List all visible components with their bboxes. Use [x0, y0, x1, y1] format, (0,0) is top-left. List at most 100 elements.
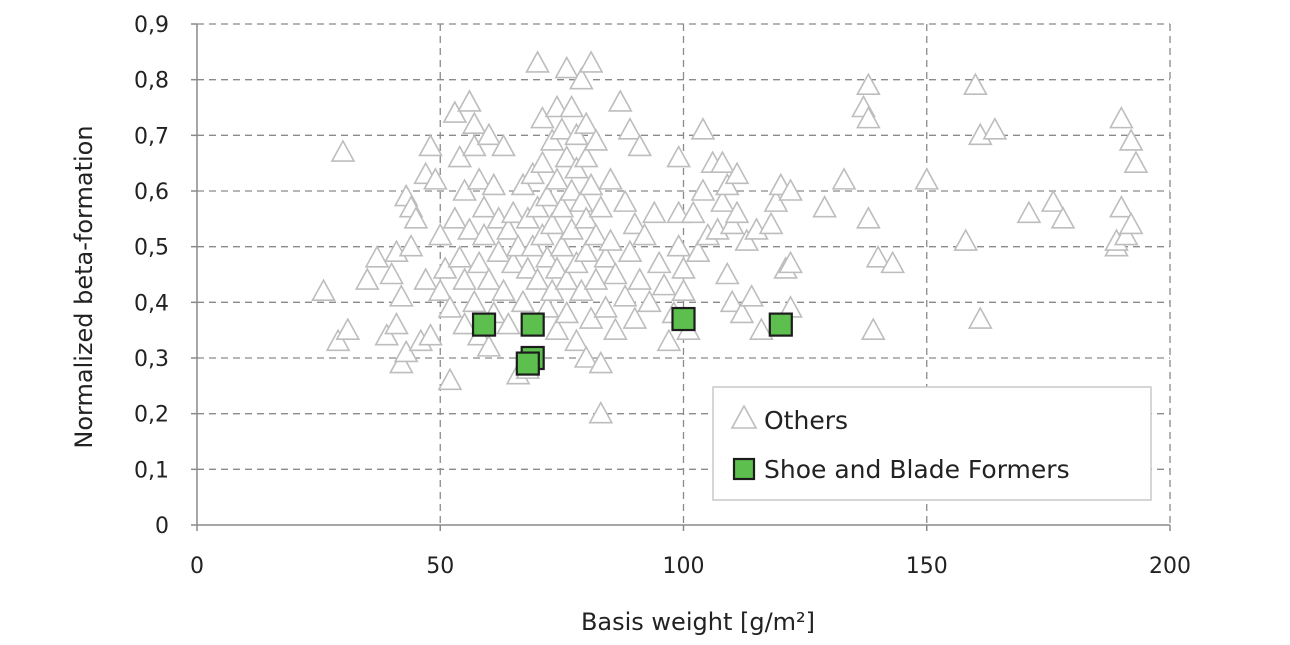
- data-point-others: [598, 167, 623, 190]
- x-tick-labels: 0 50 100 150 200: [190, 554, 1191, 579]
- series-others: [311, 50, 1149, 424]
- data-point-others: [856, 105, 881, 129]
- data-point-others: [671, 278, 696, 302]
- y-tick-label: 0: [155, 514, 169, 539]
- data-point-others: [549, 117, 575, 140]
- data-point-others: [914, 167, 940, 190]
- data-point-others: [690, 117, 716, 140]
- data-point-others: [622, 211, 648, 235]
- data-point-others: [457, 217, 482, 240]
- data-point-others: [559, 217, 584, 240]
- data-point-others: [539, 211, 565, 235]
- data-point-others: [442, 100, 468, 123]
- x-tick-label: 150: [906, 554, 948, 579]
- data-point-others: [593, 295, 619, 318]
- y-tick-label: 0,6: [134, 180, 169, 205]
- data-point-others: [564, 328, 589, 352]
- series-shoe-and-blade-formers: [471, 306, 793, 376]
- data-point-shoe-and-blade-formers: [768, 312, 793, 337]
- data-point-shoe-and-blade-formers: [520, 312, 545, 337]
- data-point-others: [544, 256, 570, 279]
- data-point-others: [403, 206, 429, 229]
- y-tick-labels: 0 0,1 0,2 0,3 0,4 0,5 0,6 0,7 0,8 0,9: [134, 13, 169, 539]
- data-point-others: [568, 278, 594, 302]
- data-point-others: [617, 239, 643, 263]
- data-point-others: [476, 334, 502, 357]
- data-point-others: [724, 161, 750, 185]
- data-point-others: [1040, 189, 1066, 212]
- data-point-others: [763, 189, 789, 212]
- data-point-others: [437, 295, 463, 318]
- data-point-others: [578, 50, 604, 73]
- data-point-others: [690, 178, 716, 201]
- data-point-others: [554, 144, 580, 168]
- data-point-others: [685, 239, 711, 263]
- data-point-others: [496, 217, 521, 240]
- data-point-others: [534, 245, 560, 268]
- data-point-others: [418, 133, 443, 157]
- data-point-others: [583, 128, 609, 151]
- data-point-others: [515, 256, 541, 279]
- data-point-others: [622, 306, 648, 329]
- data-point-others: [671, 256, 696, 279]
- data-point-others: [471, 195, 497, 218]
- data-point-others: [491, 278, 516, 302]
- data-point-others: [564, 250, 589, 274]
- data-point-others: [427, 222, 453, 246]
- data-point-others: [447, 245, 473, 268]
- data-point-others: [549, 195, 575, 218]
- legend-marker-shoe-and-blade-formers: [732, 457, 756, 481]
- data-point-others: [1108, 105, 1134, 129]
- data-point-others: [432, 256, 458, 279]
- data-point-others: [646, 250, 672, 274]
- y-tick-label: 0,4: [134, 291, 169, 316]
- data-point-others: [476, 122, 502, 146]
- legend-marker-others: [730, 404, 758, 429]
- data-point-others: [471, 222, 497, 246]
- y-tick-label: 0,2: [134, 403, 169, 428]
- data-point-others: [578, 172, 604, 196]
- data-point-others: [588, 195, 614, 218]
- data-point-others: [427, 278, 453, 302]
- data-point-others: [520, 161, 546, 185]
- data-point-shoe-and-blade-formers: [471, 312, 497, 337]
- data-point-others: [491, 133, 516, 157]
- data-point-others: [603, 317, 628, 340]
- data-point-others: [831, 167, 857, 190]
- data-point-others: [778, 250, 803, 274]
- data-point-others: [564, 122, 589, 146]
- x-axis-title: Basis weight [g/m²]: [581, 608, 815, 636]
- data-point-others: [1050, 206, 1076, 229]
- data-point-others: [573, 111, 599, 134]
- data-point-others: [607, 89, 633, 112]
- legend-label-others: Others: [764, 406, 848, 435]
- data-point-others: [525, 50, 550, 73]
- data-point-others: [578, 306, 604, 329]
- data-point-others: [656, 328, 682, 352]
- data-point-others: [476, 267, 502, 290]
- data-point-others: [534, 183, 560, 207]
- data-point-others: [982, 117, 1008, 140]
- data-point-others: [612, 189, 638, 212]
- data-point-others: [530, 222, 555, 246]
- data-point-others: [637, 289, 662, 313]
- data-point-others: [583, 267, 609, 290]
- data-point-others: [1118, 128, 1144, 151]
- y-axis-title: Normalized beta-formation: [70, 125, 98, 448]
- data-point-others: [1123, 150, 1149, 173]
- data-point-others: [461, 111, 487, 134]
- data-point-others: [330, 139, 356, 162]
- data-point-others: [860, 317, 886, 340]
- data-point-others: [496, 311, 521, 335]
- data-point-others: [666, 144, 691, 168]
- data-point-others: [559, 94, 584, 118]
- data-point-others: [564, 156, 589, 179]
- data-point-others: [466, 250, 492, 274]
- data-point-others: [530, 105, 555, 129]
- data-point-others: [554, 55, 580, 79]
- data-point-others: [748, 317, 774, 340]
- data-point-others: [364, 245, 390, 268]
- data-point-others: [549, 234, 575, 257]
- data-point-others: [554, 300, 580, 324]
- data-point-others: [525, 267, 550, 290]
